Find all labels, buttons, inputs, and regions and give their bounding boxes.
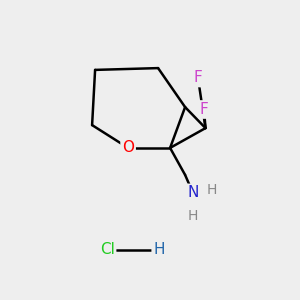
Text: O: O	[122, 140, 134, 155]
Text: Cl: Cl	[100, 242, 115, 257]
Text: H: H	[207, 184, 217, 197]
Text: N: N	[187, 185, 199, 200]
Text: F: F	[200, 102, 208, 117]
Text: H: H	[188, 209, 198, 223]
Text: H: H	[153, 242, 165, 257]
Text: F: F	[194, 70, 202, 86]
